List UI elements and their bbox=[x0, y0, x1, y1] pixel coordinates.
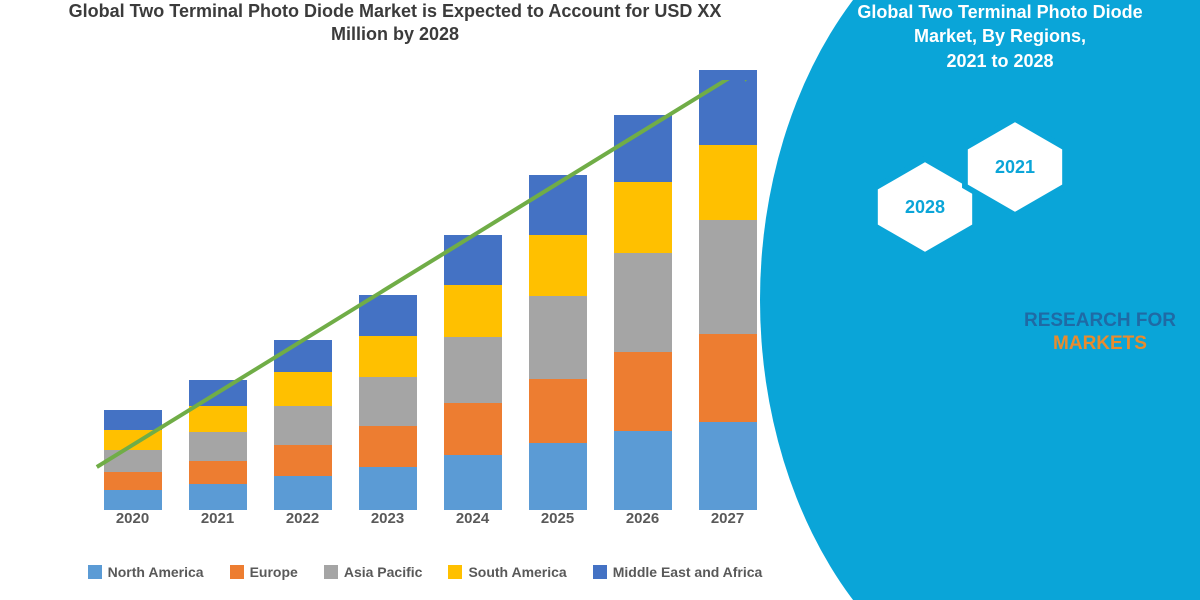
chart-area bbox=[90, 80, 770, 510]
legend-item-ap: Asia Pacific bbox=[324, 564, 423, 580]
segment-na bbox=[274, 476, 332, 510]
segment-mea bbox=[359, 295, 417, 336]
bar-2027 bbox=[699, 70, 757, 510]
legend-item-eu: Europe bbox=[230, 564, 298, 580]
segment-sa bbox=[359, 336, 417, 377]
segment-ap bbox=[359, 377, 417, 426]
legend-item-sa: South America bbox=[448, 564, 566, 580]
segment-eu bbox=[529, 379, 587, 443]
segment-eu bbox=[614, 352, 672, 431]
segment-na bbox=[529, 443, 587, 510]
segment-ap bbox=[699, 220, 757, 334]
xtick: 2027 bbox=[699, 510, 757, 527]
segment-na bbox=[699, 422, 757, 510]
segment-na bbox=[359, 467, 417, 510]
segment-mea bbox=[444, 235, 502, 285]
legend-item-mea: Middle East and Africa bbox=[593, 564, 763, 580]
segment-eu bbox=[274, 445, 332, 476]
segment-na bbox=[189, 484, 247, 510]
legend: North America Europe Asia Pacific South Ame… bbox=[60, 564, 790, 580]
segment-sa bbox=[529, 235, 587, 295]
legend-item-na: North America bbox=[88, 564, 204, 580]
xtick: 2022 bbox=[274, 510, 332, 527]
bar-2025 bbox=[529, 175, 587, 510]
segment-ap bbox=[274, 406, 332, 445]
segment-sa bbox=[699, 145, 757, 220]
bar-2023 bbox=[359, 295, 417, 510]
legend-label: Asia Pacific bbox=[344, 564, 423, 580]
segment-sa bbox=[189, 406, 247, 432]
segment-na bbox=[614, 431, 672, 510]
hex-label: 2021 bbox=[955, 157, 1075, 178]
blue-background bbox=[760, 0, 1200, 600]
segment-na bbox=[104, 490, 162, 510]
segment-eu bbox=[444, 403, 502, 455]
bar-row bbox=[90, 80, 770, 510]
xtick: 2025 bbox=[529, 510, 587, 527]
x-axis: 2020 2021 2022 2023 2024 2025 2026 2027 bbox=[90, 510, 770, 540]
segment-ap bbox=[189, 432, 247, 461]
right-panel: Global Two Terminal Photo DiodeMarket, B… bbox=[790, 0, 1200, 600]
segment-eu bbox=[359, 426, 417, 467]
chart-title: Global Two Terminal Photo Diode Market i… bbox=[50, 0, 740, 47]
segment-ap bbox=[529, 296, 587, 380]
xtick: 2024 bbox=[444, 510, 502, 527]
segment-sa bbox=[104, 430, 162, 450]
legend-swatch bbox=[448, 565, 462, 579]
segment-ap bbox=[104, 450, 162, 472]
hex-group: 20282021 bbox=[865, 115, 1095, 275]
legend-label: Europe bbox=[250, 564, 298, 580]
xtick: 2023 bbox=[359, 510, 417, 527]
segment-mea bbox=[274, 340, 332, 372]
xtick: 2021 bbox=[189, 510, 247, 527]
bar-2024 bbox=[444, 235, 502, 510]
legend-swatch bbox=[593, 565, 607, 579]
brand-logo-text: RESEARCH FORMARKETS bbox=[1000, 310, 1200, 356]
segment-eu bbox=[189, 461, 247, 484]
segment-ap bbox=[614, 253, 672, 352]
segment-mea bbox=[529, 175, 587, 235]
segment-eu bbox=[699, 334, 757, 422]
segment-eu bbox=[104, 472, 162, 490]
xtick: 2020 bbox=[104, 510, 162, 527]
segment-mea bbox=[699, 70, 757, 145]
segment-sa bbox=[274, 372, 332, 406]
segment-ap bbox=[444, 337, 502, 403]
hex-2021: 2021 bbox=[955, 115, 1075, 219]
segment-sa bbox=[444, 285, 502, 337]
segment-mea bbox=[189, 380, 247, 406]
bar-2021 bbox=[189, 380, 247, 510]
legend-swatch bbox=[230, 565, 244, 579]
right-title: Global Two Terminal Photo DiodeMarket, B… bbox=[820, 0, 1180, 73]
bar-2026 bbox=[614, 115, 672, 510]
segment-sa bbox=[614, 182, 672, 253]
legend-label: North America bbox=[108, 564, 204, 580]
xtick: 2026 bbox=[614, 510, 672, 527]
segment-mea bbox=[614, 115, 672, 182]
legend-swatch bbox=[88, 565, 102, 579]
legend-swatch bbox=[324, 565, 338, 579]
segment-mea bbox=[104, 410, 162, 430]
legend-label: South America bbox=[468, 564, 566, 580]
legend-label: Middle East and Africa bbox=[613, 564, 763, 580]
bar-2020 bbox=[104, 410, 162, 510]
left-panel: Global Two Terminal Photo Diode Market i… bbox=[0, 0, 790, 600]
bar-2022 bbox=[274, 340, 332, 510]
segment-na bbox=[444, 455, 502, 510]
